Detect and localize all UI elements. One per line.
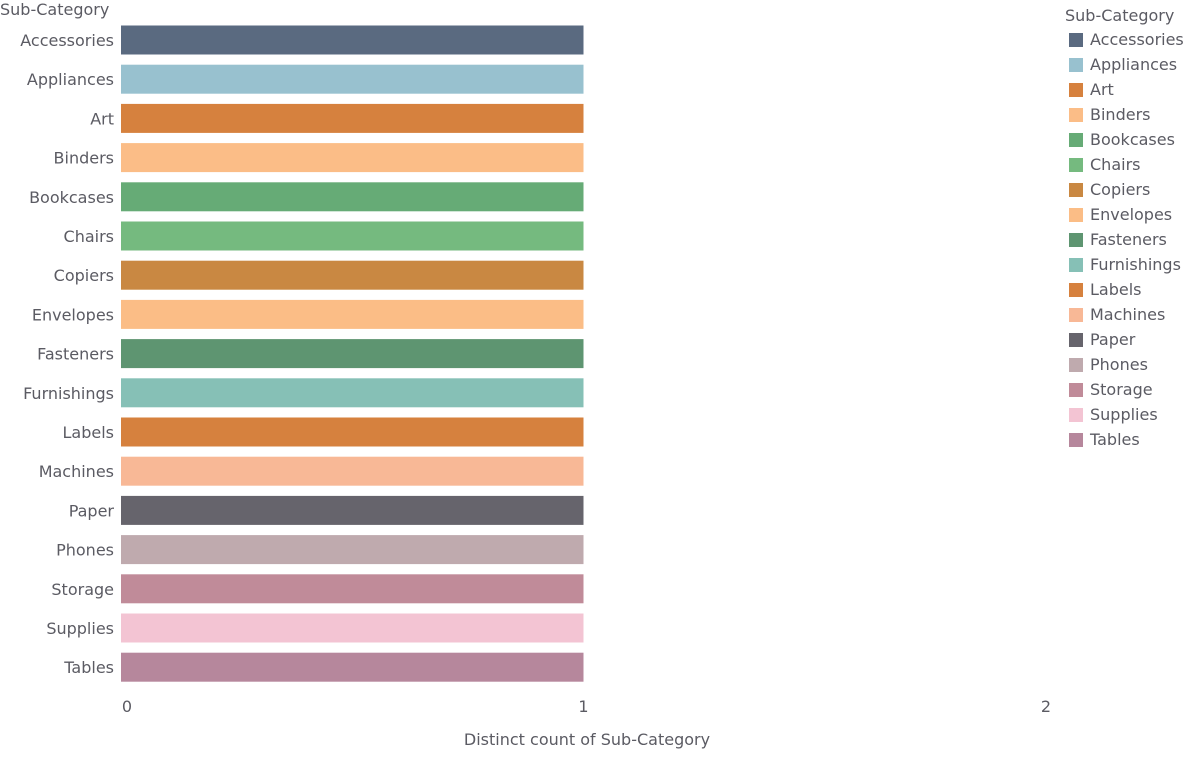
legend-swatch xyxy=(1069,282,1083,297)
legend-item-furnishings[interactable]: Furnishings xyxy=(1065,252,1204,277)
legend-swatch xyxy=(1069,207,1083,222)
bar-bookcases xyxy=(121,182,584,212)
bar-furnishings xyxy=(121,378,584,408)
legend-item-machines[interactable]: Machines xyxy=(1065,302,1204,327)
category-label-copiers: Copiers xyxy=(54,266,114,285)
category-label-labels: Labels xyxy=(63,423,115,442)
legend-swatch xyxy=(1069,82,1083,97)
row-header: Sub-Category xyxy=(0,0,109,19)
bar-phones xyxy=(121,535,584,565)
bar-accessories xyxy=(121,25,584,55)
legend-label: Labels xyxy=(1090,280,1142,299)
category-label-chairs: Chairs xyxy=(64,227,114,246)
bar-art xyxy=(121,103,584,133)
legend-items: Accessories Appliances Art Binders Bookcases… xyxy=(1065,27,1204,452)
category-label-phones: Phones xyxy=(56,541,114,560)
legend-label: Bookcases xyxy=(1090,130,1175,149)
legend-item-bookcases[interactable]: Bookcases xyxy=(1065,127,1204,152)
legend-swatch xyxy=(1069,407,1083,422)
x-axis-title: Distinct count of Sub-Category xyxy=(464,730,710,749)
legend: Sub-Category Accessories Appliances Art Bin… xyxy=(1065,5,1204,452)
legend-item-labels[interactable]: Labels xyxy=(1065,277,1204,302)
category-label-bookcases: Bookcases xyxy=(29,188,114,207)
legend-item-paper[interactable]: Paper xyxy=(1065,327,1204,352)
legend-label: Copiers xyxy=(1090,180,1151,199)
category-label-machines: Machines xyxy=(39,462,114,481)
bar-binders xyxy=(121,143,584,173)
x-tick-label: 0 xyxy=(122,697,132,716)
bar-labels xyxy=(121,417,584,447)
legend-swatch xyxy=(1069,157,1083,172)
bar-tables xyxy=(121,652,584,682)
legend-label: Chairs xyxy=(1090,155,1141,174)
legend-item-fasteners[interactable]: Fasteners xyxy=(1065,227,1204,252)
legend-title: Sub-Category xyxy=(1065,6,1175,25)
legend-swatch xyxy=(1069,232,1083,247)
legend-item-tables[interactable]: Tables xyxy=(1065,427,1204,452)
category-labels: Accessories Appliances Art Binders Bookcases… xyxy=(20,31,114,677)
legend-item-phones[interactable]: Phones xyxy=(1065,352,1204,377)
bar-fasteners xyxy=(121,339,584,369)
legend-item-storage[interactable]: Storage xyxy=(1065,377,1204,402)
legend-swatch xyxy=(1069,107,1083,122)
legend-item-envelopes[interactable]: Envelopes xyxy=(1065,202,1204,227)
legend-swatch xyxy=(1069,382,1083,397)
legend-item-art[interactable]: Art xyxy=(1065,77,1204,102)
legend-swatch xyxy=(1069,57,1083,72)
legend-label: Appliances xyxy=(1090,55,1178,74)
bar-envelopes xyxy=(121,299,584,329)
legend-item-binders[interactable]: Binders xyxy=(1065,102,1204,127)
legend-swatch xyxy=(1069,332,1083,347)
legend-label: Paper xyxy=(1090,330,1136,349)
legend-swatch xyxy=(1069,307,1083,322)
category-label-storage: Storage xyxy=(51,580,114,599)
x-axis-ticks: 0 1 2 xyxy=(122,697,1051,716)
bar-copiers xyxy=(121,260,584,290)
legend-swatch xyxy=(1069,432,1083,447)
bar-appliances xyxy=(121,64,584,94)
bar-paper xyxy=(121,495,584,525)
legend-swatch xyxy=(1069,257,1083,272)
category-label-paper: Paper xyxy=(69,501,115,520)
legend-label: Machines xyxy=(1090,305,1166,324)
legend-label: Furnishings xyxy=(1090,255,1181,274)
category-label-envelopes: Envelopes xyxy=(32,305,114,324)
legend-label: Storage xyxy=(1090,380,1153,399)
bar-storage xyxy=(121,574,584,604)
legend-label: Tables xyxy=(1090,430,1140,449)
category-label-supplies: Supplies xyxy=(46,619,114,638)
bar-chairs xyxy=(121,221,584,251)
legend-label: Envelopes xyxy=(1090,205,1173,224)
legend-item-supplies[interactable]: Supplies xyxy=(1065,402,1204,427)
legend-swatch xyxy=(1069,32,1083,47)
legend-item-accessories[interactable]: Accessories xyxy=(1065,27,1204,52)
bar-supplies xyxy=(121,613,584,643)
category-label-tables: Tables xyxy=(63,658,114,677)
category-label-art: Art xyxy=(90,109,114,128)
category-label-furnishings: Furnishings xyxy=(23,384,114,403)
legend-label: Art xyxy=(1090,80,1114,99)
category-label-appliances: Appliances xyxy=(27,70,114,89)
legend-swatch xyxy=(1069,357,1083,372)
bar-machines xyxy=(121,456,584,486)
legend-label: Phones xyxy=(1090,355,1148,374)
category-label-fasteners: Fasteners xyxy=(37,345,114,364)
legend-label: Fasteners xyxy=(1090,230,1167,249)
legend-swatch xyxy=(1069,132,1083,147)
category-label-accessories: Accessories xyxy=(20,31,114,50)
legend-label: Supplies xyxy=(1090,405,1158,424)
bars-layer xyxy=(121,25,584,682)
x-tick-label: 2 xyxy=(1041,697,1051,716)
category-label-binders: Binders xyxy=(54,149,114,168)
legend-label: Accessories xyxy=(1090,30,1184,49)
legend-item-chairs[interactable]: Chairs xyxy=(1065,152,1204,177)
legend-item-copiers[interactable]: Copiers xyxy=(1065,177,1204,202)
legend-label: Binders xyxy=(1090,105,1151,124)
legend-swatch xyxy=(1069,182,1083,197)
x-tick-label: 1 xyxy=(578,697,588,716)
legend-item-appliances[interactable]: Appliances xyxy=(1065,52,1204,77)
